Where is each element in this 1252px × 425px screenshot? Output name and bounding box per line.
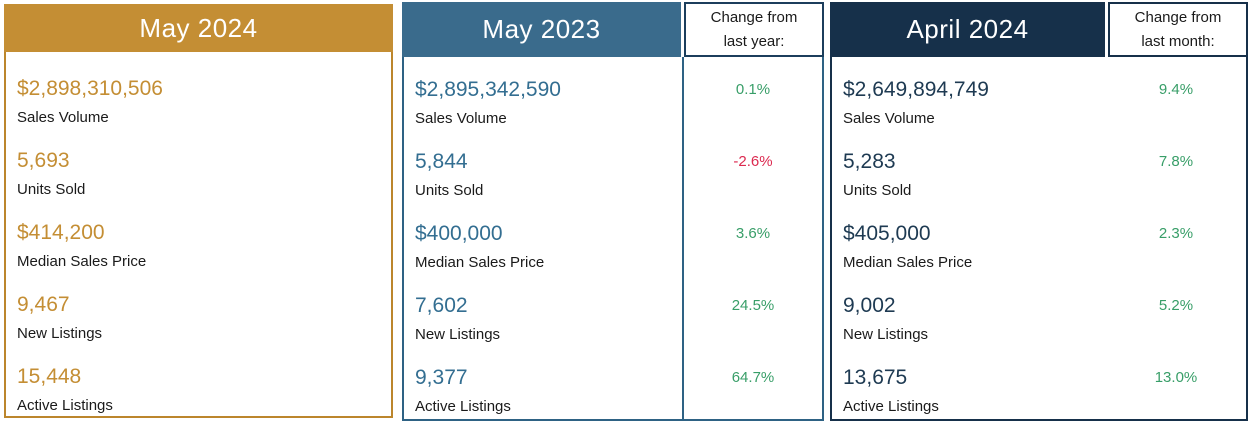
metric-row: 9,002 New Listings bbox=[843, 273, 1106, 345]
change-value: 7.8% bbox=[1158, 153, 1194, 170]
panel-header-row: May 2023 Change from last year: bbox=[402, 2, 824, 57]
panel-may-2023: May 2023 Change from last year: $2,895,3… bbox=[402, 2, 824, 421]
metric-label: New Listings bbox=[415, 326, 501, 344]
panel-april-2024: April 2024 Change from last month: $2,64… bbox=[830, 2, 1248, 421]
metric-label: Active Listings bbox=[415, 398, 511, 416]
metric-value: 9,467 bbox=[17, 293, 70, 316]
metric-row: 9,467 New Listings bbox=[17, 268, 391, 343]
metric-label: New Listings bbox=[843, 326, 929, 344]
metric-value: 13,675 bbox=[843, 366, 908, 389]
panel-body: $2,649,894,749 Sales Volume 5,283 Units … bbox=[830, 57, 1248, 421]
metric-row: 7,602 New Listings bbox=[415, 273, 682, 345]
metric-value: 9,377 bbox=[415, 366, 468, 389]
change-header: Change from last month: bbox=[1108, 2, 1248, 57]
metric-value: $2,895,342,590 bbox=[415, 78, 561, 101]
metric-label: Units Sold bbox=[415, 182, 484, 200]
change-value: 64.7% bbox=[731, 369, 775, 386]
metric-label: Units Sold bbox=[843, 182, 912, 200]
metric-value: 7,602 bbox=[415, 294, 468, 317]
panel-may-2024: May 2024 $2,898,310,506 Sales Volume 5,6… bbox=[4, 4, 393, 418]
change-header-line2: last year: bbox=[723, 32, 785, 50]
metric-label: Sales Volume bbox=[843, 110, 935, 128]
metric-label: New Listings bbox=[17, 325, 103, 343]
change-value: 3.6% bbox=[735, 225, 771, 242]
metric-row: $405,000 Median Sales Price bbox=[843, 201, 1106, 273]
metric-value: $414,200 bbox=[17, 221, 105, 244]
change-value: 9.4% bbox=[1158, 81, 1194, 98]
metric-value: $405,000 bbox=[843, 222, 931, 245]
metric-label: Active Listings bbox=[843, 398, 939, 416]
change-value: 5.2% bbox=[1158, 297, 1194, 314]
change-value: 24.5% bbox=[731, 297, 775, 314]
panel-body: $2,895,342,590 Sales Volume 5,844 Units … bbox=[402, 57, 824, 421]
metric-row: 15,448 Active Listings bbox=[17, 340, 391, 415]
metric-label: Sales Volume bbox=[415, 110, 507, 128]
metric-row: 13,675 Active Listings bbox=[843, 345, 1106, 417]
metrics-column: $2,898,310,506 Sales Volume 5,693 Units … bbox=[6, 52, 391, 416]
metric-label: Units Sold bbox=[17, 181, 86, 199]
metric-value: 15,448 bbox=[17, 365, 82, 388]
panel-title: May 2023 bbox=[402, 2, 681, 57]
change-value: 2.3% bbox=[1158, 225, 1194, 242]
metric-value: $2,898,310,506 bbox=[17, 77, 163, 100]
change-header-line1: Change from bbox=[710, 9, 798, 27]
metric-row: $414,200 Median Sales Price bbox=[17, 196, 391, 271]
change-header: Change from last year: bbox=[684, 2, 824, 57]
metric-value: 9,002 bbox=[843, 294, 896, 317]
panel-title: May 2024 bbox=[4, 4, 393, 52]
metric-row: 9,377 Active Listings bbox=[415, 345, 682, 417]
metric-value: $2,649,894,749 bbox=[843, 78, 989, 101]
metric-row: $400,000 Median Sales Price bbox=[415, 201, 682, 273]
metric-row: 5,693 Units Sold bbox=[17, 124, 391, 199]
change-column: 9.4% 7.8% 2.3% 5.2% 13.0% bbox=[1106, 57, 1246, 419]
metrics-column: $2,649,894,749 Sales Volume 5,283 Units … bbox=[832, 57, 1106, 419]
metric-row: $2,895,342,590 Sales Volume bbox=[415, 57, 682, 129]
metric-label: Median Sales Price bbox=[17, 253, 147, 271]
panel-header-row: April 2024 Change from last month: bbox=[830, 2, 1248, 57]
metric-label: Active Listings bbox=[17, 397, 113, 415]
metrics-column: $2,895,342,590 Sales Volume 5,844 Units … bbox=[404, 57, 682, 419]
metric-row: 5,844 Units Sold bbox=[415, 129, 682, 201]
panel-title: April 2024 bbox=[830, 2, 1105, 57]
metric-label: Median Sales Price bbox=[843, 254, 973, 272]
metric-value: $400,000 bbox=[415, 222, 503, 245]
change-value: 13.0% bbox=[1154, 369, 1198, 386]
change-value: -2.6% bbox=[733, 153, 773, 170]
change-header-line2: last month: bbox=[1141, 32, 1215, 50]
metric-value: 5,283 bbox=[843, 150, 896, 173]
metric-label: Median Sales Price bbox=[415, 254, 545, 272]
panel-body: $2,898,310,506 Sales Volume 5,693 Units … bbox=[4, 52, 393, 418]
metric-label: Sales Volume bbox=[17, 109, 109, 127]
panel-header-row: May 2024 bbox=[4, 4, 393, 52]
change-column: 0.1% -2.6% 3.6% 24.5% 64.7% bbox=[682, 57, 822, 419]
metric-row: $2,898,310,506 Sales Volume bbox=[17, 52, 391, 127]
metric-row: 5,283 Units Sold bbox=[843, 129, 1106, 201]
metric-value: 5,844 bbox=[415, 150, 468, 173]
change-header-line1: Change from bbox=[1134, 9, 1222, 27]
metric-row: $2,649,894,749 Sales Volume bbox=[843, 57, 1106, 129]
metric-value: 5,693 bbox=[17, 149, 70, 172]
change-value: 0.1% bbox=[735, 81, 771, 98]
